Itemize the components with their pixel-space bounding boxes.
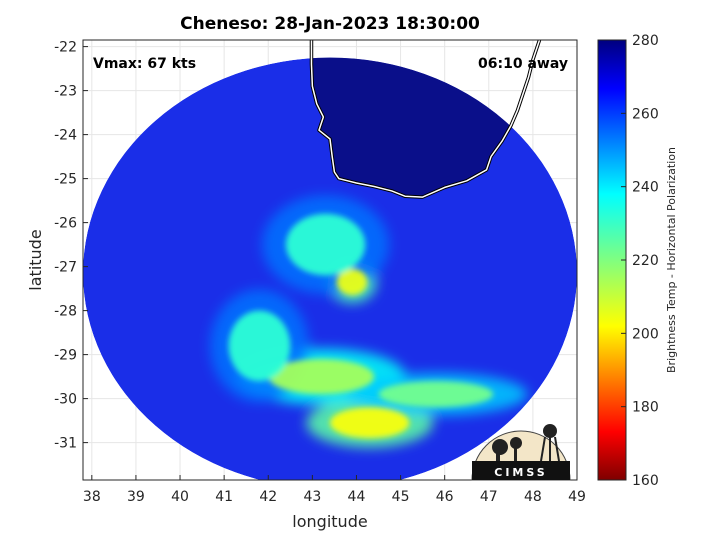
x-tick-label: 46 bbox=[436, 489, 454, 505]
colorbar-tick-label: 280 bbox=[632, 33, 659, 49]
storm-cores bbox=[228, 213, 494, 439]
colorbar-label: Brightness Temp - Horizontal Polarizatio… bbox=[665, 147, 678, 373]
chart-title: Cheneso: 28-Jan-2023 18:30:00 bbox=[180, 14, 480, 34]
colorbar-ticks: 160 180 200 220 240 260 280 bbox=[621, 33, 659, 489]
y-tick-label: -28 bbox=[54, 304, 77, 320]
storm-feature-core bbox=[378, 381, 494, 408]
logo-text: CIMSS bbox=[494, 466, 547, 479]
y-tick-label: -25 bbox=[54, 172, 77, 188]
y-tick-label: -22 bbox=[54, 40, 77, 56]
time-offset-annotation: 06:10 away bbox=[478, 56, 568, 72]
vmax-annotation: Vmax: 67 kts bbox=[93, 56, 196, 72]
colorbar-tick-label: 240 bbox=[632, 180, 659, 196]
storm-feature-core bbox=[268, 359, 375, 395]
colorbar-tick-label: 260 bbox=[632, 106, 659, 122]
storm-feature-core bbox=[228, 310, 291, 381]
y-tick-label: -29 bbox=[54, 348, 77, 364]
x-axis-label: longitude bbox=[292, 512, 367, 531]
x-tick-label: 40 bbox=[171, 489, 189, 505]
plot-frame bbox=[82, 39, 578, 481]
x-tick-label: 38 bbox=[83, 489, 101, 505]
x-tick-label: 41 bbox=[215, 489, 233, 505]
cimss-logo: CIMSS bbox=[471, 424, 571, 481]
x-tick-label: 42 bbox=[259, 489, 277, 505]
y-axis-label: latitude bbox=[26, 229, 45, 290]
x-tick-label: 48 bbox=[524, 489, 542, 505]
y-tick-label: -27 bbox=[54, 260, 77, 276]
brightness-temp-swath bbox=[83, 57, 577, 480]
storm-feature-core bbox=[336, 268, 368, 296]
coastline bbox=[309, 40, 542, 199]
y-tick-label: -24 bbox=[54, 128, 77, 144]
storm-feature-core bbox=[330, 407, 410, 439]
colorbar-tick-label: 180 bbox=[632, 400, 659, 416]
x-tick-label: 47 bbox=[480, 489, 498, 505]
x-tick-label: 45 bbox=[392, 489, 410, 505]
x-tick-label: 39 bbox=[127, 489, 145, 505]
x-tick-label: 44 bbox=[348, 489, 366, 505]
colorbar-tick-label: 160 bbox=[632, 473, 659, 489]
coastline-line bbox=[310, 40, 541, 198]
x-tick-label: 43 bbox=[303, 489, 321, 505]
storm-feature-core bbox=[285, 213, 366, 276]
colorbar-tick-label: 200 bbox=[632, 326, 659, 342]
axis-ticks: 38 39 40 41 42 43 44 45 46 47 48 49 -22 -23 -24 -25 -26 -… bbox=[54, 40, 586, 505]
colorbar-tick-label: 220 bbox=[632, 253, 659, 269]
y-tick-label: -30 bbox=[54, 392, 77, 408]
x-tick-label: 49 bbox=[568, 489, 586, 505]
y-tick-label: -23 bbox=[54, 84, 77, 100]
y-tick-label: -31 bbox=[54, 436, 77, 452]
y-tick-label: -26 bbox=[54, 216, 77, 232]
